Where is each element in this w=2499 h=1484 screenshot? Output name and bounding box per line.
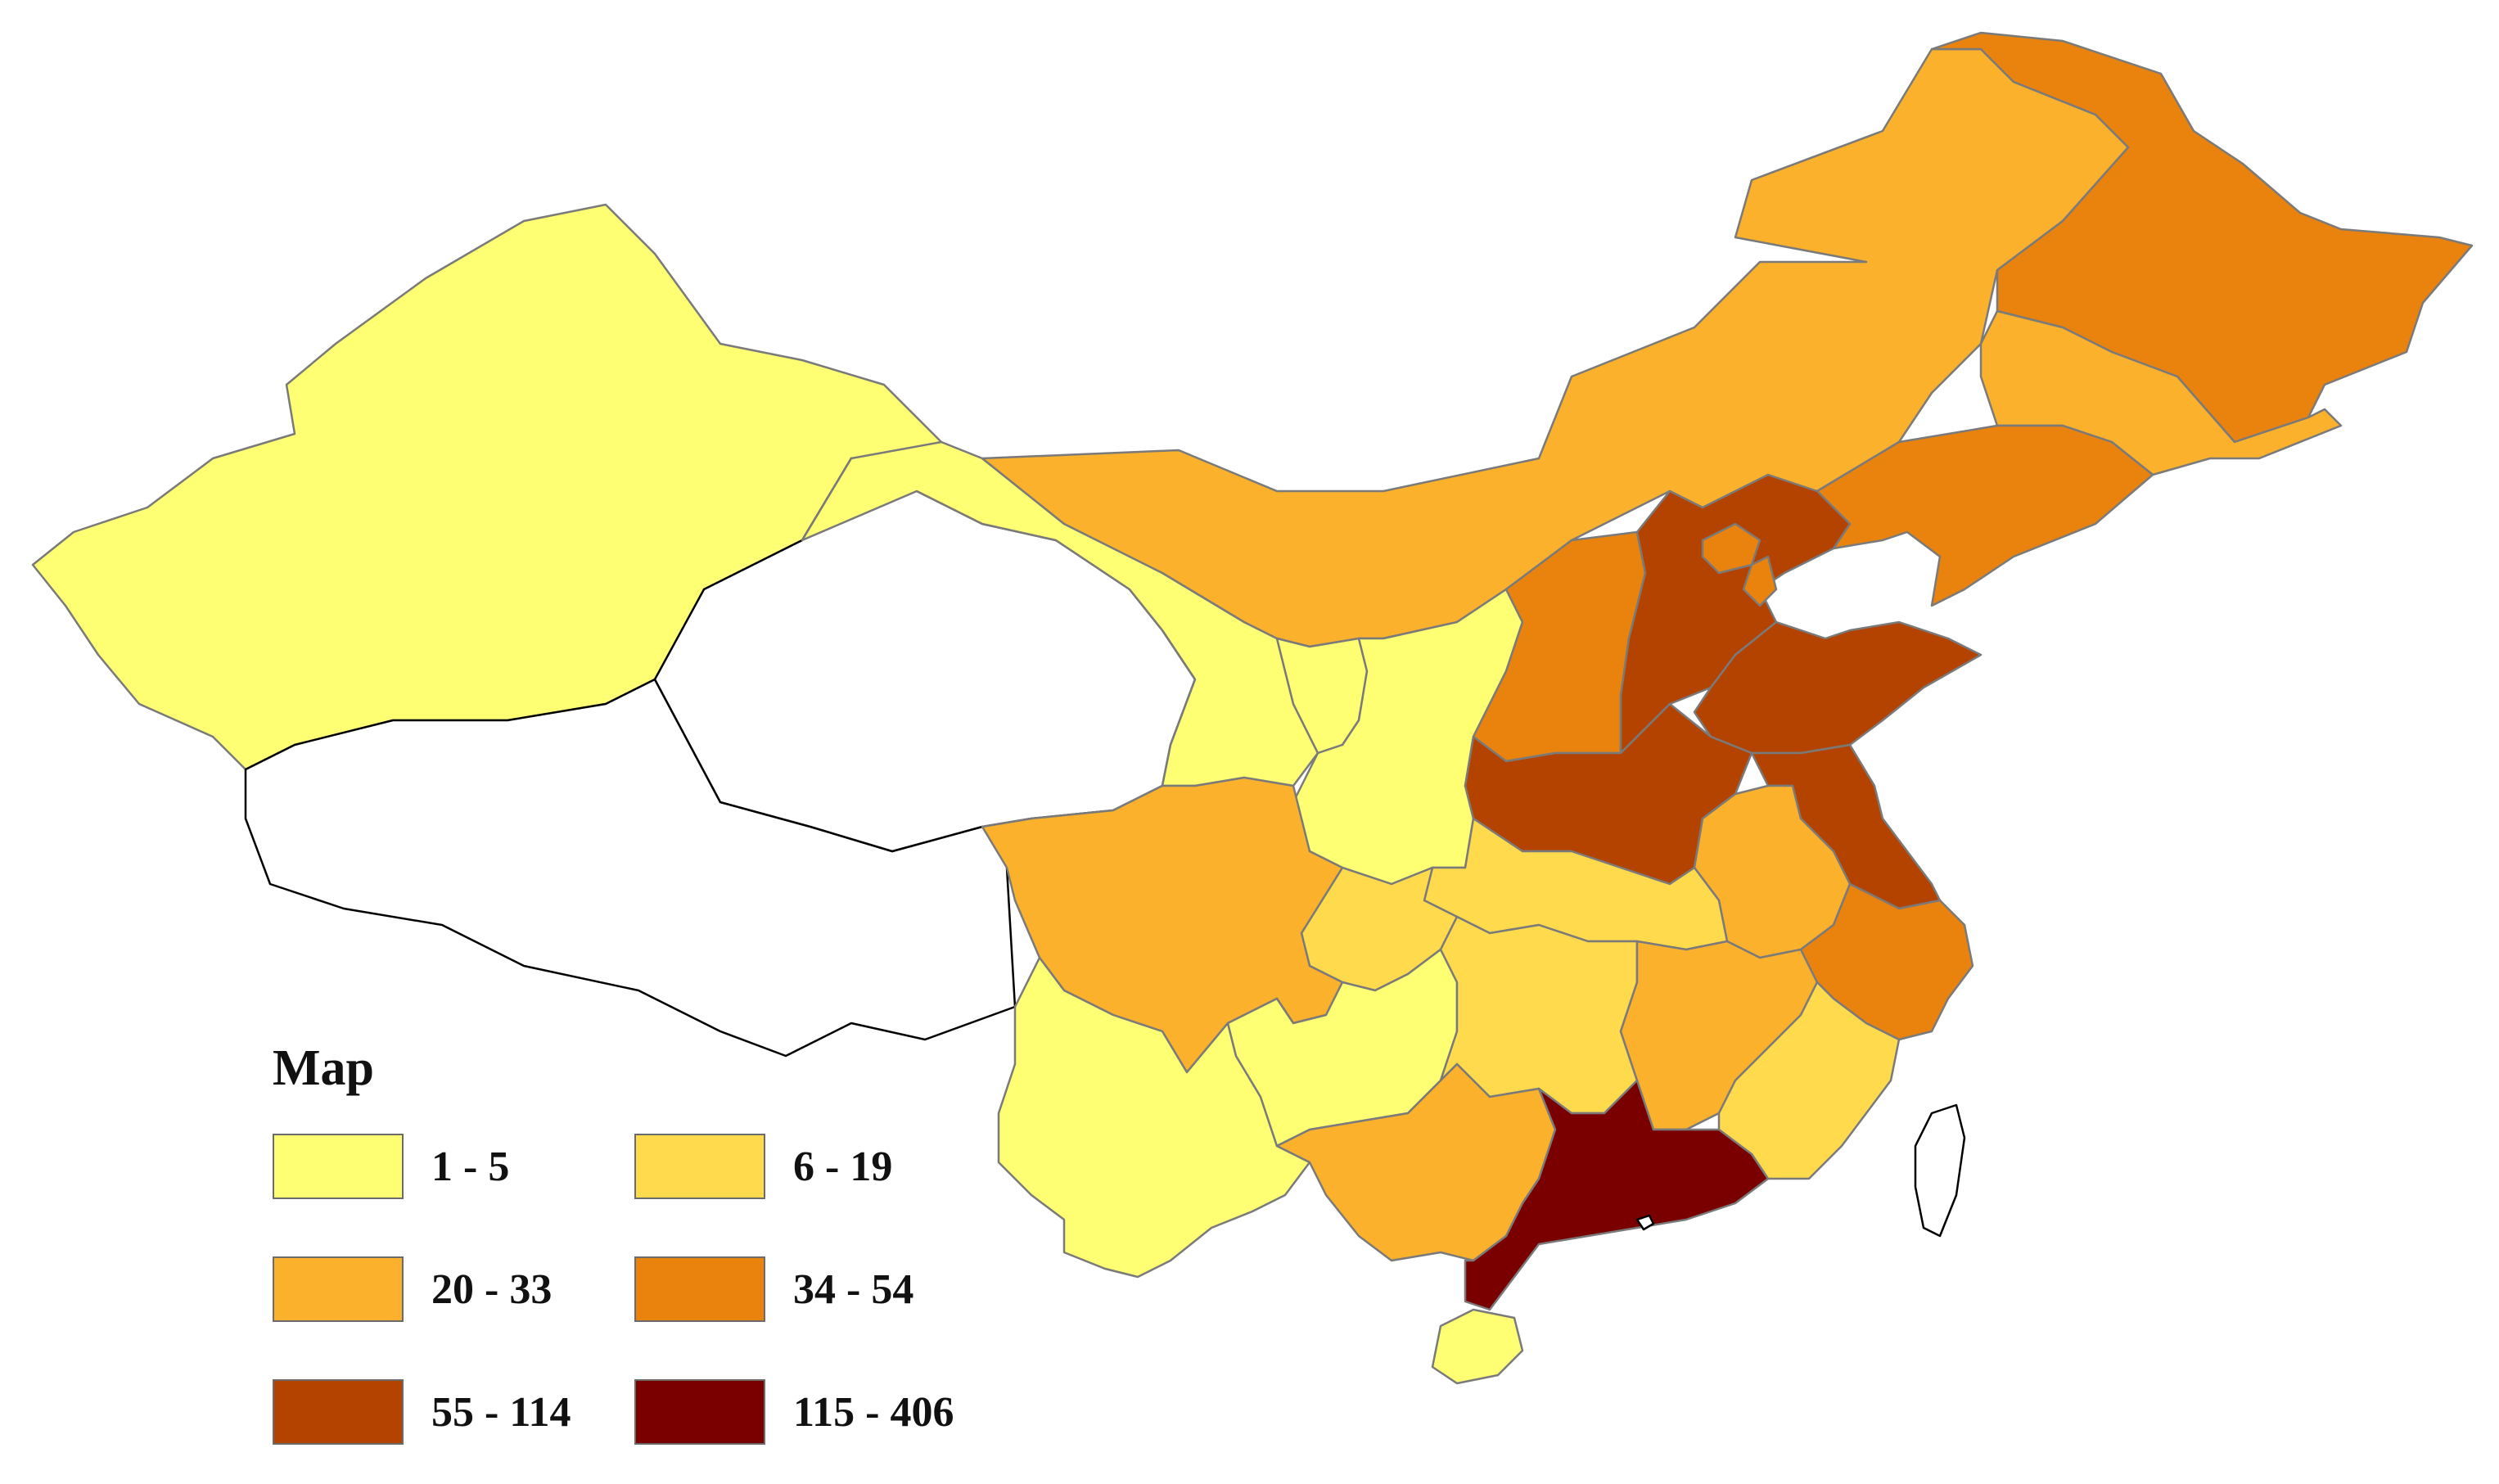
legend-label: 6 - 19 bbox=[793, 1143, 893, 1190]
region-liaoning bbox=[1816, 424, 2154, 607]
legend-label: 1 - 5 bbox=[431, 1143, 510, 1190]
legend-swatch bbox=[273, 1256, 404, 1322]
legend-label: 34 - 54 bbox=[793, 1265, 914, 1313]
legend-label: 115 - 406 bbox=[793, 1388, 954, 1436]
region-guangdong bbox=[1464, 1079, 1770, 1311]
region-hainan bbox=[1431, 1308, 1524, 1385]
legend-swatch bbox=[634, 1134, 765, 1199]
region-yunnan bbox=[997, 956, 1311, 1279]
legend-label: 20 - 33 bbox=[431, 1265, 553, 1313]
legend-swatch bbox=[634, 1379, 765, 1445]
region-shandong bbox=[1693, 620, 1983, 755]
legend-item: 1 - 5 bbox=[273, 1134, 509, 1199]
legend-swatch bbox=[634, 1256, 765, 1322]
legend-item: 20 - 33 bbox=[273, 1256, 552, 1322]
legend-title: Map bbox=[273, 1040, 374, 1096]
region-tianjin bbox=[1742, 555, 1778, 607]
region-taiwan bbox=[1914, 1103, 1966, 1238]
region-jilin bbox=[1979, 309, 2343, 476]
region-heilongjiang bbox=[1930, 31, 2474, 444]
legend-item: 115 - 406 bbox=[634, 1379, 954, 1445]
legend-label: 55 - 114 bbox=[431, 1388, 571, 1436]
region-tibet bbox=[244, 678, 1033, 1058]
legend-swatch bbox=[273, 1379, 404, 1445]
legend-swatch bbox=[273, 1134, 404, 1199]
region-hong-kong bbox=[1635, 1214, 1655, 1231]
legend-item: 55 - 114 bbox=[273, 1379, 571, 1445]
region-fujian bbox=[1717, 981, 1901, 1180]
legend-item: 34 - 54 bbox=[634, 1256, 913, 1322]
legend-item: 6 - 19 bbox=[634, 1134, 892, 1199]
